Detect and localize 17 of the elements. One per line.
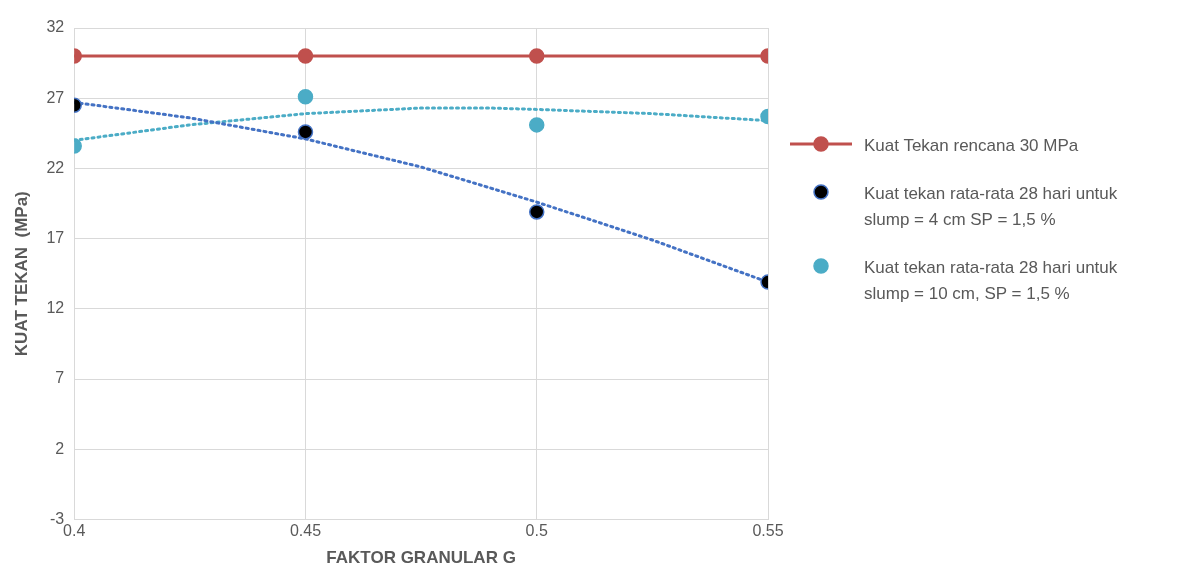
legend-label: Kuat tekan rata-rata 28 hari untuk slump = 10 cm, SP = 1,5 % [864,257,1118,305]
y-tick-label: 32 [46,18,65,36]
y-tick-label: -3 [49,509,65,527]
y-tick-label: 7 [55,369,65,387]
y-tick-label: 27 [46,88,65,106]
y-tick-label: 22 [46,158,65,176]
x-tick-label: 0.55 [752,522,784,540]
x-tick-label: 0.5 [525,522,548,540]
legend-label: Kuat Tekan rencana 30 MPa [864,135,1079,157]
x-tick-label: 0.4 [63,522,86,540]
x-tick-label: 0.45 [289,522,322,540]
legend-label: Kuat tekan rata-rata 28 hari untuk slump = 4 cm SP = 1,5 % [864,183,1118,231]
y-axis-title: KUAT TEKAN (MPa) [11,191,31,357]
y-tick-label: 17 [46,229,65,247]
y-tick-label: 2 [55,439,65,457]
y-tick-label: 12 [46,299,65,317]
x-axis-title: FAKTOR GRANULAR G [326,548,516,568]
